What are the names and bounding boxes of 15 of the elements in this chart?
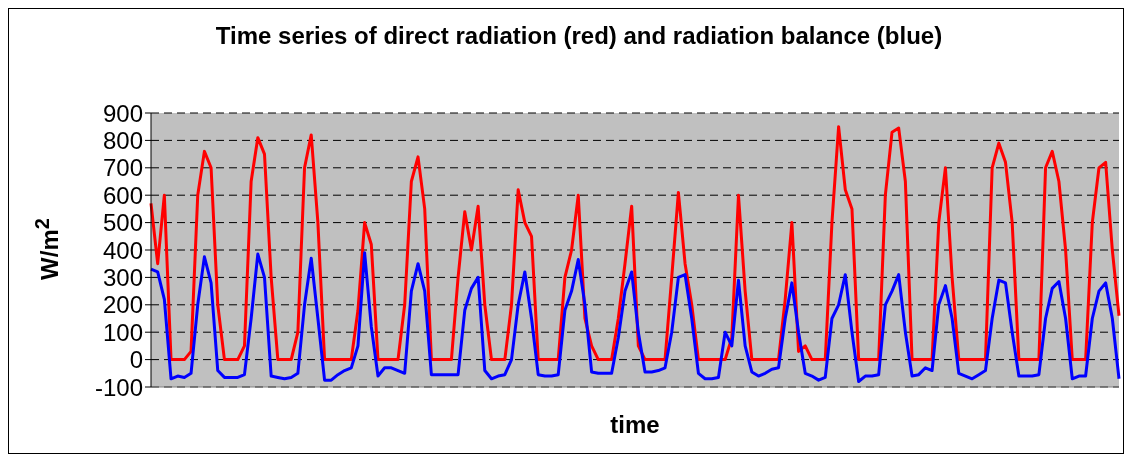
- y-tick-label: 900: [102, 99, 143, 127]
- y-tick-label: 300: [102, 263, 143, 291]
- y-tick-label: 800: [102, 126, 143, 154]
- y-tick-label: 700: [102, 154, 143, 182]
- y-tick-label: 400: [102, 236, 143, 264]
- y-tick-label: 0: [129, 346, 143, 374]
- x-axis-title: time: [610, 411, 660, 439]
- y-tick-label: 600: [102, 181, 143, 209]
- line-series: [149, 125, 1121, 362]
- line-series: [149, 251, 1121, 384]
- chart-title: Time series of direct radiation (red) and radiation balance (blue): [214, 21, 944, 51]
- y-tick-label: 500: [102, 209, 143, 237]
- y-tick-label: -100: [94, 373, 143, 401]
- y-tick-label: 100: [102, 318, 143, 346]
- y-tick-label: 200: [102, 291, 143, 319]
